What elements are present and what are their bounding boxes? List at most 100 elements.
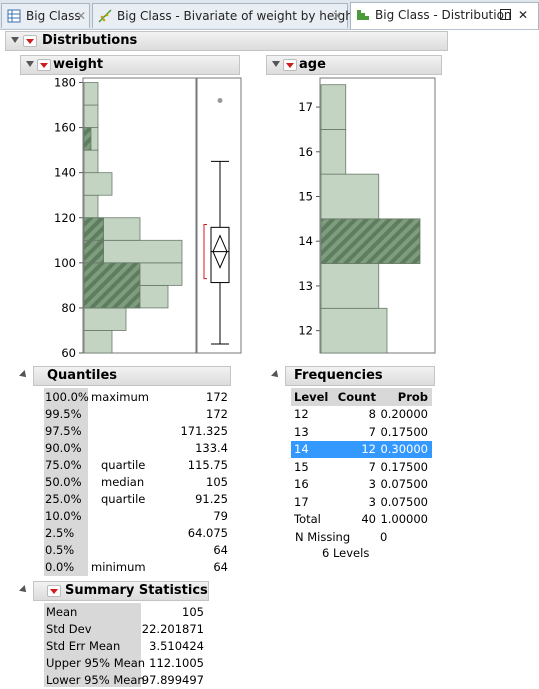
distributions-title: Distributions (42, 33, 138, 48)
histogram-bar[interactable] (83, 104, 99, 128)
histogram-bar[interactable] (83, 82, 99, 106)
histogram-bar[interactable] (83, 307, 127, 331)
disclosure-icon[interactable] (19, 585, 29, 595)
frequency-count: 40 (361, 512, 376, 526)
close-icon[interactable]: ✕ (518, 8, 529, 22)
summary-label: Std Err Mean (46, 639, 121, 653)
maximize-icon[interactable] (500, 9, 511, 20)
disclosure-icon[interactable] (11, 37, 19, 43)
disclosure-icon[interactable] (19, 370, 29, 380)
scatterplot-icon (98, 9, 112, 23)
disclosure-icon[interactable] (271, 370, 281, 380)
frequency-count: 3 (368, 477, 376, 491)
tab-bivariate[interactable]: Big Class - Bivariate of weight by heigh… (92, 3, 358, 28)
frequency-level: 12 (294, 407, 309, 421)
selected-bar-portion[interactable] (83, 262, 141, 309)
summary-label-column (44, 603, 141, 687)
axis-tick-label: 14 (298, 234, 313, 248)
weight-title: weight (53, 57, 104, 72)
disclosure-icon[interactable] (26, 61, 34, 67)
red-triangle-menu-icon[interactable] (283, 59, 297, 71)
weight-header[interactable]: weight (20, 55, 240, 75)
summary-label: Upper 95% Mean (46, 656, 146, 670)
col-header-count: Count (337, 390, 376, 404)
quantiles-header[interactable]: Quantiles (19, 366, 231, 386)
quantile-label: maximum (91, 390, 149, 404)
summary-value: 105 (182, 605, 204, 619)
summary-label: Lower 95% Mean (46, 673, 145, 687)
axis-tick-label: 17 (298, 100, 313, 114)
frequency-prob: 0.17500 (380, 424, 428, 439)
tab-label: Big Class - Distribution (375, 8, 512, 22)
axis-tick-label: 15 (298, 189, 313, 203)
col-header-level: Level (294, 390, 329, 404)
histogram-bar[interactable] (320, 129, 347, 175)
histogram-bar[interactable] (83, 330, 113, 354)
quantile-percent: 10.0% (45, 509, 82, 523)
histogram-bar[interactable] (83, 172, 113, 196)
quantile-value: 172 (206, 390, 228, 404)
quantile-value: 172 (206, 407, 228, 421)
histogram-bar[interactable] (320, 84, 347, 130)
quantiles-title: Quantiles (47, 368, 118, 383)
mean-diamond (212, 234, 228, 269)
distributions-header[interactable]: Distributions (5, 31, 448, 51)
summary-label: Mean (46, 605, 78, 619)
quantile-value: 133.4 (195, 441, 228, 455)
data-table-icon (7, 9, 21, 23)
frequency-count: 3 (368, 494, 376, 509)
axis-tick-label: 120 (54, 211, 76, 225)
quantile-label: quartile (101, 458, 146, 472)
quantile-percent: 100.0% (45, 390, 89, 404)
tab-label: Big Class (26, 9, 81, 23)
age-title: age (299, 57, 326, 72)
axis-tick-label: 100 (54, 256, 76, 270)
axis-tick-label: 140 (54, 166, 76, 180)
histogram-bar[interactable] (83, 149, 99, 174)
red-triangle-menu-icon[interactable] (47, 585, 61, 597)
quantile-value: 171.325 (180, 424, 228, 438)
summary-value: 3.510424 (149, 639, 204, 653)
quantile-value: 91.25 (195, 492, 228, 506)
quantile-percent: 0.0% (45, 560, 75, 574)
histogram-bar[interactable] (83, 194, 99, 219)
disclosure-icon[interactable] (272, 61, 280, 67)
tab-big-class[interactable]: Big Class ✕ (1, 3, 90, 28)
tab-distribution[interactable]: Big Class - Distribution ✕ (350, 2, 539, 29)
quantile-value: 105 (206, 475, 228, 489)
close-icon[interactable]: ✕ (76, 9, 87, 23)
frequency-level: 14 (294, 442, 309, 456)
frequency-level: 16 (294, 477, 309, 491)
frequency-count: 8 (368, 407, 376, 421)
frequency-count: 12 (361, 442, 376, 456)
quantile-value: 79 (213, 509, 228, 523)
quantile-percent: 90.0% (45, 441, 82, 455)
outlier-point[interactable] (217, 98, 223, 104)
quartile-box[interactable] (210, 226, 230, 284)
boxplot-frame (196, 77, 242, 354)
red-triangle-menu-icon[interactable] (23, 35, 37, 47)
histogram-icon (357, 10, 369, 20)
axis-tick-label: 180 (54, 76, 76, 90)
quantile-percent: 75.0% (45, 458, 82, 472)
selected-bar-portion[interactable] (83, 217, 105, 241)
quantile-value: 64 (213, 560, 228, 574)
frequencies-header[interactable]: Frequencies (271, 366, 435, 386)
summary-value: 97.899497 (141, 673, 204, 687)
selected-bar-portion[interactable] (83, 127, 92, 151)
age-header[interactable]: age (266, 55, 442, 75)
selected-bar-portion[interactable] (83, 239, 105, 264)
red-triangle-menu-icon[interactable] (37, 59, 51, 71)
frequency-count: 7 (368, 459, 376, 474)
histogram-bar[interactable] (320, 173, 380, 220)
summary-value: 112.1005 (149, 656, 204, 670)
selected-bar[interactable] (320, 218, 421, 264)
frequency-level: 13 (294, 424, 309, 439)
axis-tick-label: 16 (298, 145, 313, 159)
summary-statistics-header[interactable]: Summary Statistics (19, 581, 209, 601)
quantile-value: 115.75 (187, 458, 228, 472)
selected-row[interactable] (291, 441, 432, 458)
histogram-bar[interactable] (320, 263, 380, 309)
close-icon[interactable]: ✕ (332, 9, 343, 23)
histogram-bar[interactable] (320, 307, 388, 354)
